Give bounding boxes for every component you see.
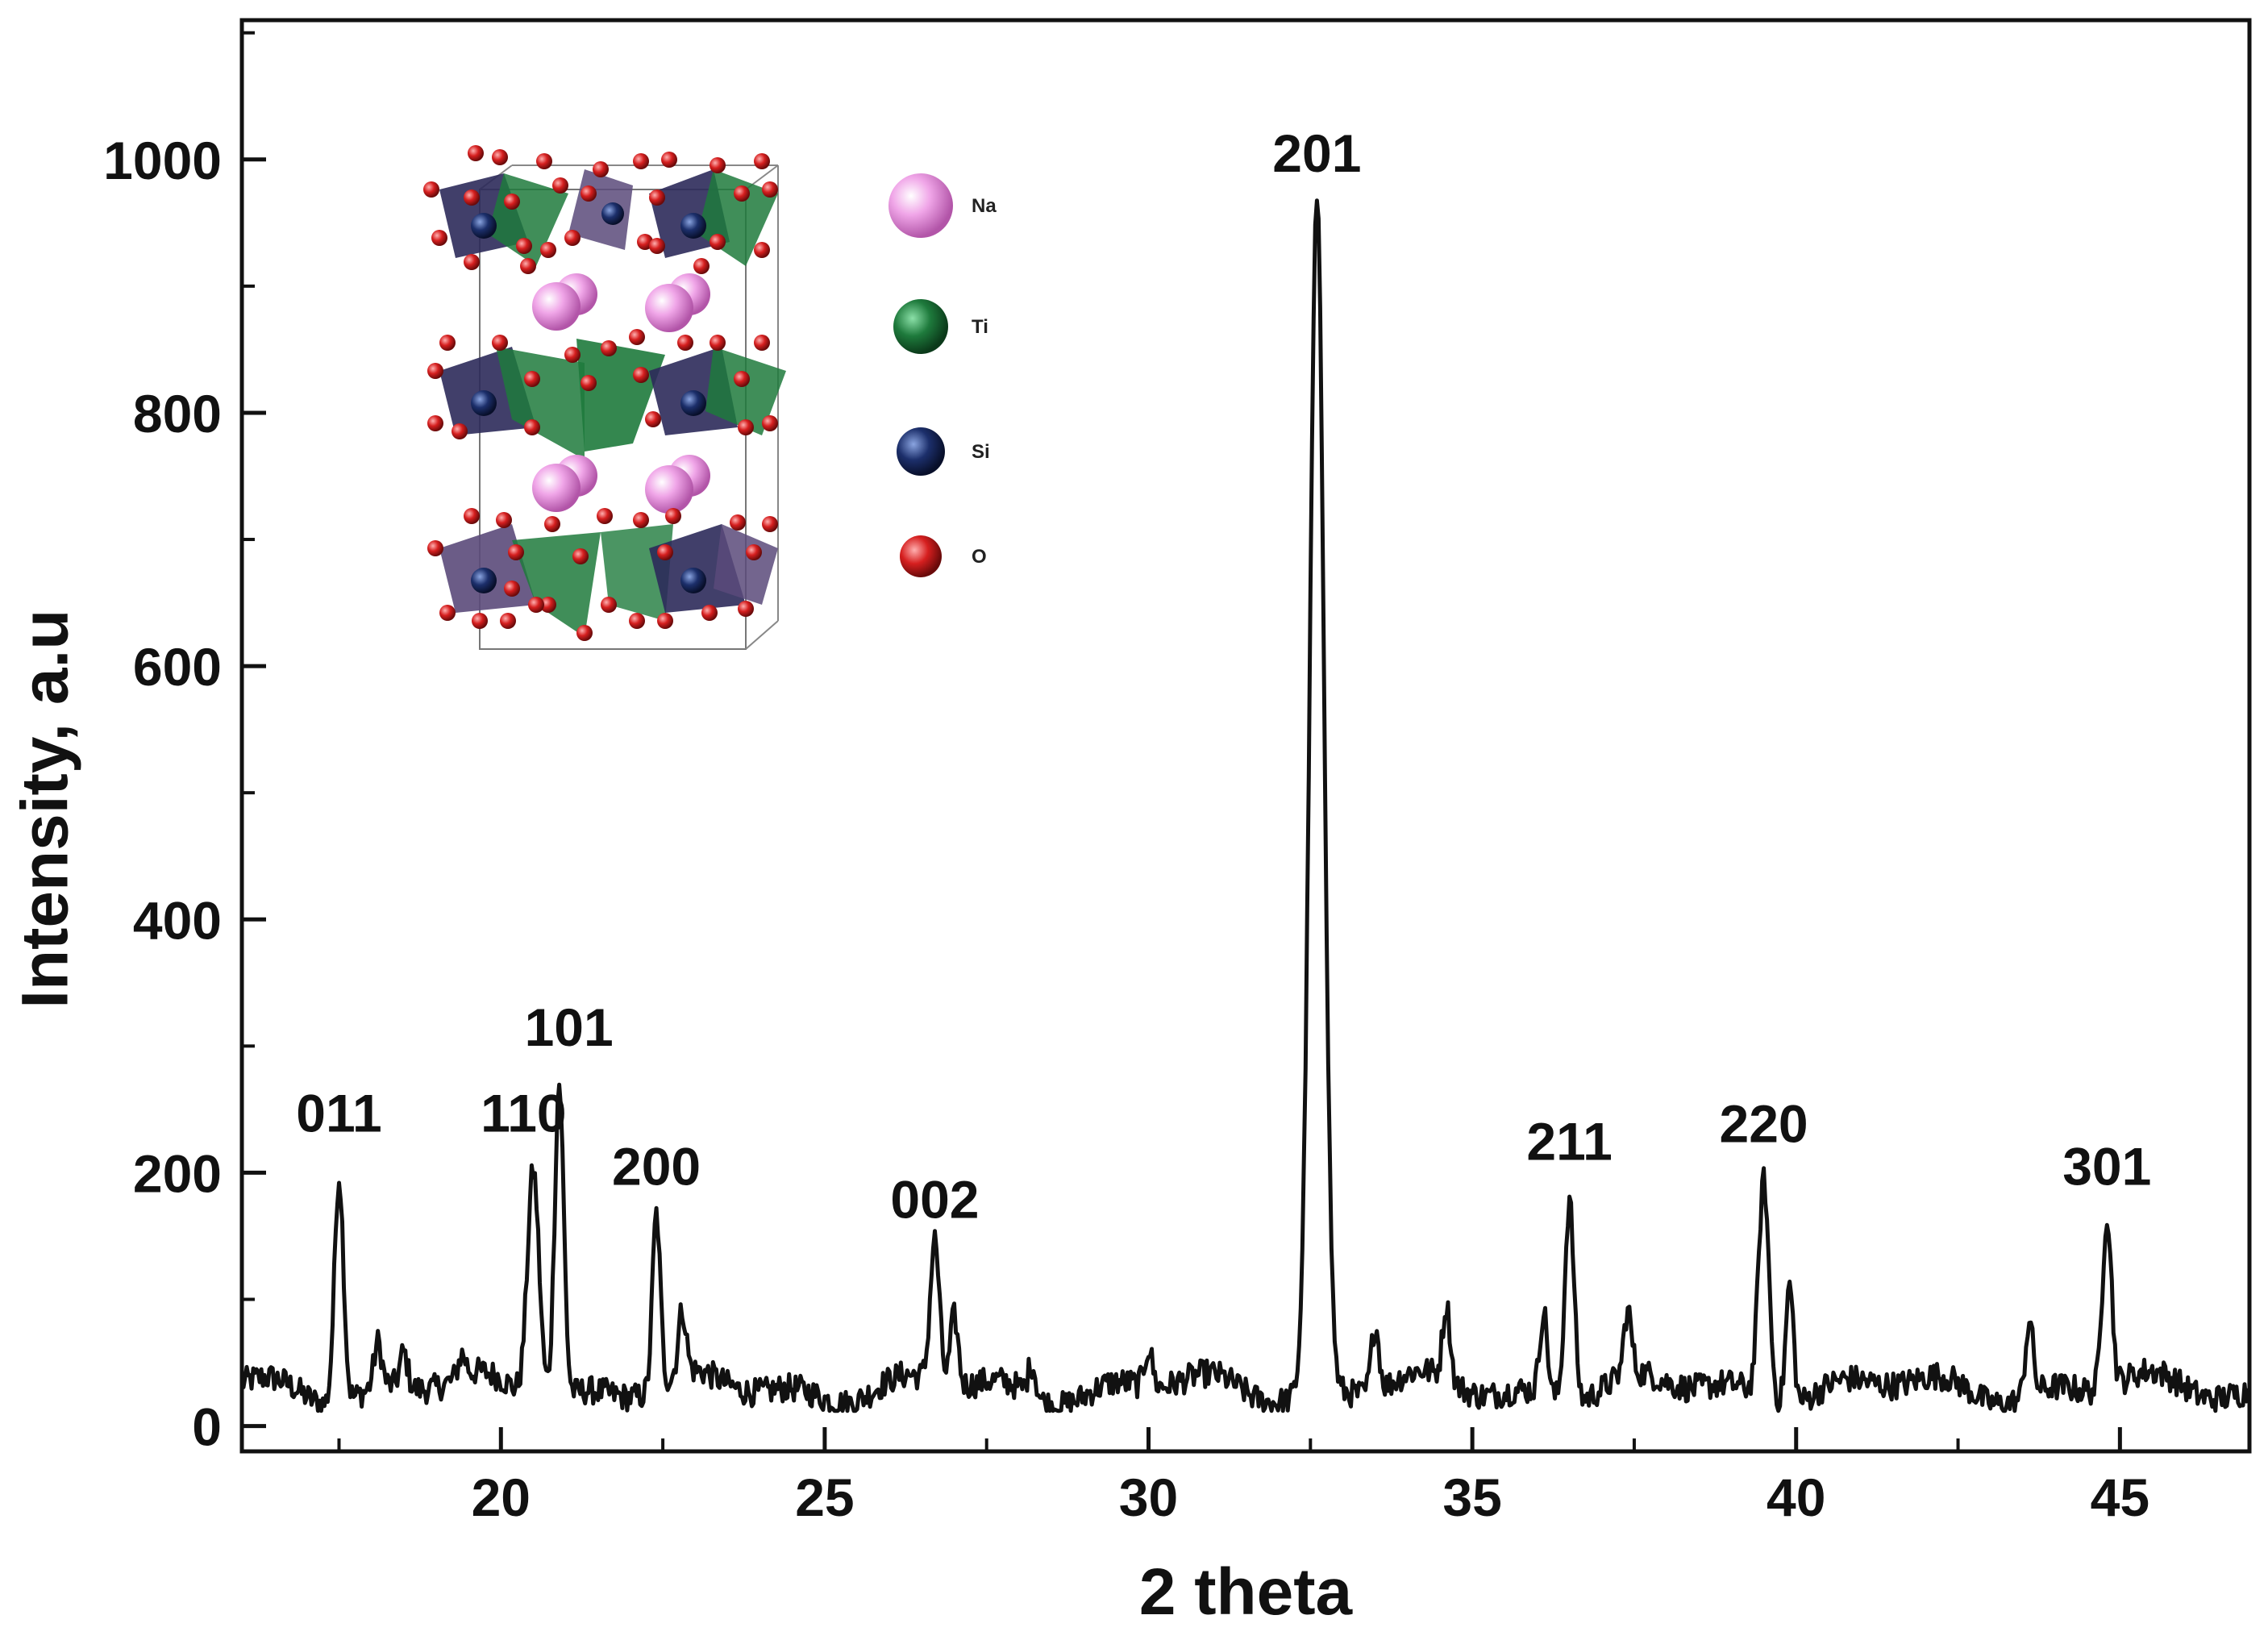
crystal-structure-inset	[423, 145, 786, 650]
legend-swatch-ti	[893, 299, 948, 354]
inset-legend: Na Ti Si O	[888, 173, 997, 577]
legend-label-si: Si	[972, 441, 990, 463]
x-tick-label: 40	[1767, 1467, 1825, 1527]
y-tick-label: 600	[133, 637, 222, 697]
x-axis: 20 25 30 35 40 45	[337, 1427, 2149, 1527]
y-axis-title: Intensity, a.u	[9, 610, 82, 1009]
peak-label-110: 110	[481, 1084, 566, 1143]
legend-label-o: O	[972, 546, 987, 568]
y-tick-label: 400	[133, 890, 222, 950]
x-tick-label: 20	[472, 1467, 531, 1527]
peak-label-101: 101	[525, 997, 614, 1057]
x-tick-label: 45	[2091, 1467, 2149, 1527]
x-axis-title: 2 theta	[1139, 1555, 1354, 1629]
peak-label-211: 211	[1526, 1111, 1612, 1171]
y-tick-label: 1000	[103, 131, 222, 190]
plot-frame	[239, 18, 2252, 1454]
legend-swatch-na	[888, 173, 953, 238]
y-tick-label: 800	[133, 384, 222, 443]
peak-label-011: 011	[296, 1084, 381, 1143]
legend-label-na: Na	[972, 195, 997, 217]
peak-label-200: 200	[612, 1137, 701, 1197]
peak-label-220: 220	[1720, 1093, 1808, 1153]
y-tick-label: 200	[133, 1143, 222, 1203]
y-tick-label: 0	[192, 1397, 222, 1457]
legend-label-ti: Ti	[972, 316, 988, 338]
y-axis: 0 200 400 600 800 1000	[103, 31, 266, 1457]
legend-swatch-o	[900, 535, 942, 577]
peak-label-301: 301	[2062, 1137, 2151, 1197]
x-tick-label: 25	[795, 1467, 854, 1527]
peak-labels: 011 110 101 200 002 201 211 220 301	[296, 123, 2151, 1229]
spectrum-line	[239, 198, 2252, 1413]
x-tick-label: 30	[1119, 1467, 1178, 1527]
peak-label-201: 201	[1272, 123, 1361, 183]
x-tick-label: 35	[1442, 1467, 1501, 1527]
peak-label-002: 002	[890, 1170, 979, 1230]
legend-swatch-si	[897, 427, 945, 476]
